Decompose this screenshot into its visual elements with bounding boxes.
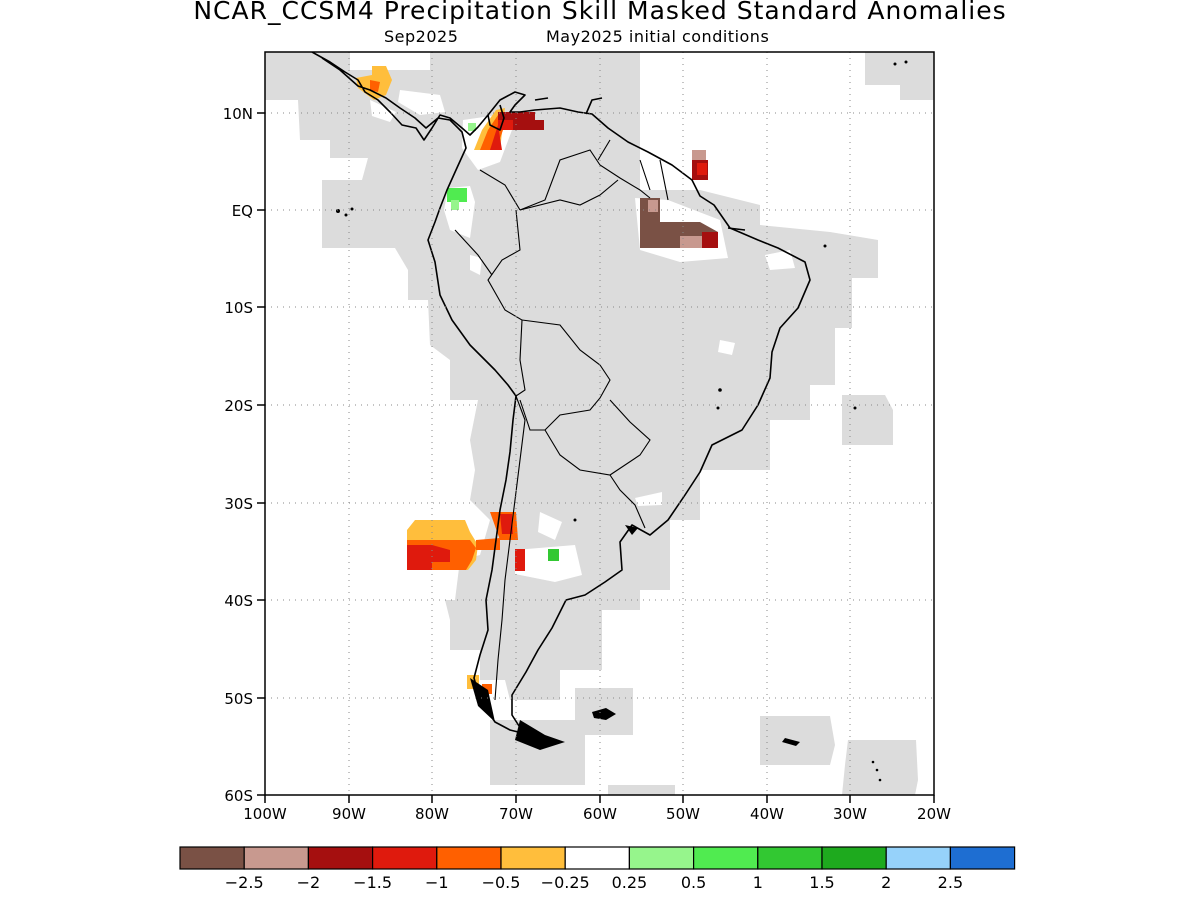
legend-swatch <box>243 846 309 870</box>
legend-swatch <box>757 846 823 870</box>
axis-ticks <box>257 112 935 803</box>
legend-label: −1.5 <box>353 873 392 892</box>
lon-label: 100W <box>243 805 287 823</box>
islands <box>336 60 908 782</box>
skill-mask <box>265 52 934 795</box>
lon-labels: 100W 90W 80W 70W 60W 50W 40W 30W 20W <box>243 805 951 823</box>
lat-label: 10S <box>224 299 253 317</box>
legend-swatch <box>307 846 374 870</box>
legend-swatch <box>179 846 245 870</box>
lat-labels: 10N EQ 10S 20S 30S 40S 50S 60S <box>223 105 253 805</box>
legend-label: −0.25 <box>541 873 590 892</box>
legend-swatch <box>628 846 695 870</box>
legend-label: 1.5 <box>809 873 834 892</box>
lon-label: 20W <box>917 805 951 823</box>
init-conditions-label: May2025 initial conditions <box>546 27 770 46</box>
lon-label: 60W <box>583 805 617 823</box>
lon-label: 40W <box>750 805 784 823</box>
legend-swatch <box>564 846 631 870</box>
legend-swatch <box>372 846 438 870</box>
legend-label: 1 <box>753 873 763 892</box>
valid-month-label: Sep2025 <box>384 27 459 46</box>
legend-label: −2.5 <box>225 873 264 892</box>
legend-label: 2.5 <box>938 873 963 892</box>
lat-label: EQ <box>232 202 253 220</box>
lat-label: 20S <box>224 397 253 415</box>
legend-label: 2 <box>881 873 891 892</box>
legend-swatch <box>500 846 566 870</box>
legend-swatch <box>949 846 1016 870</box>
legend-label: 0.25 <box>612 873 648 892</box>
color-legend: −2.5 −2 −1.5 −1 −0.5 −0.25 0.25 0.5 1 1.5 2 2.5 <box>179 846 1016 892</box>
map-title: NCAR_CCSM4 Precipitation Skill Masked St… <box>193 0 1007 25</box>
legend-label: −0.5 <box>482 873 521 892</box>
legend-swatch <box>821 846 887 870</box>
lat-label: 40S <box>224 592 253 610</box>
lat-label: 60S <box>224 787 253 805</box>
lon-label: 30W <box>833 805 867 823</box>
map-field <box>265 52 934 795</box>
legend-label: −1 <box>425 873 449 892</box>
lon-label: 50W <box>666 805 700 823</box>
legend-swatch <box>885 846 952 870</box>
coastlines <box>311 52 811 746</box>
lat-label: 50S <box>224 690 253 708</box>
lat-label: 30S <box>224 495 253 513</box>
lon-label: 70W <box>499 805 533 823</box>
lat-label: 10N <box>223 105 253 123</box>
lon-label: 80W <box>415 805 449 823</box>
legend-label: 0.5 <box>681 873 706 892</box>
legend-swatch <box>436 846 502 870</box>
legend-label: −2 <box>297 873 321 892</box>
lon-label: 90W <box>332 805 366 823</box>
positive-anomaly-cells <box>447 123 559 561</box>
country-borders <box>454 139 669 701</box>
legend-swatch <box>692 846 759 870</box>
